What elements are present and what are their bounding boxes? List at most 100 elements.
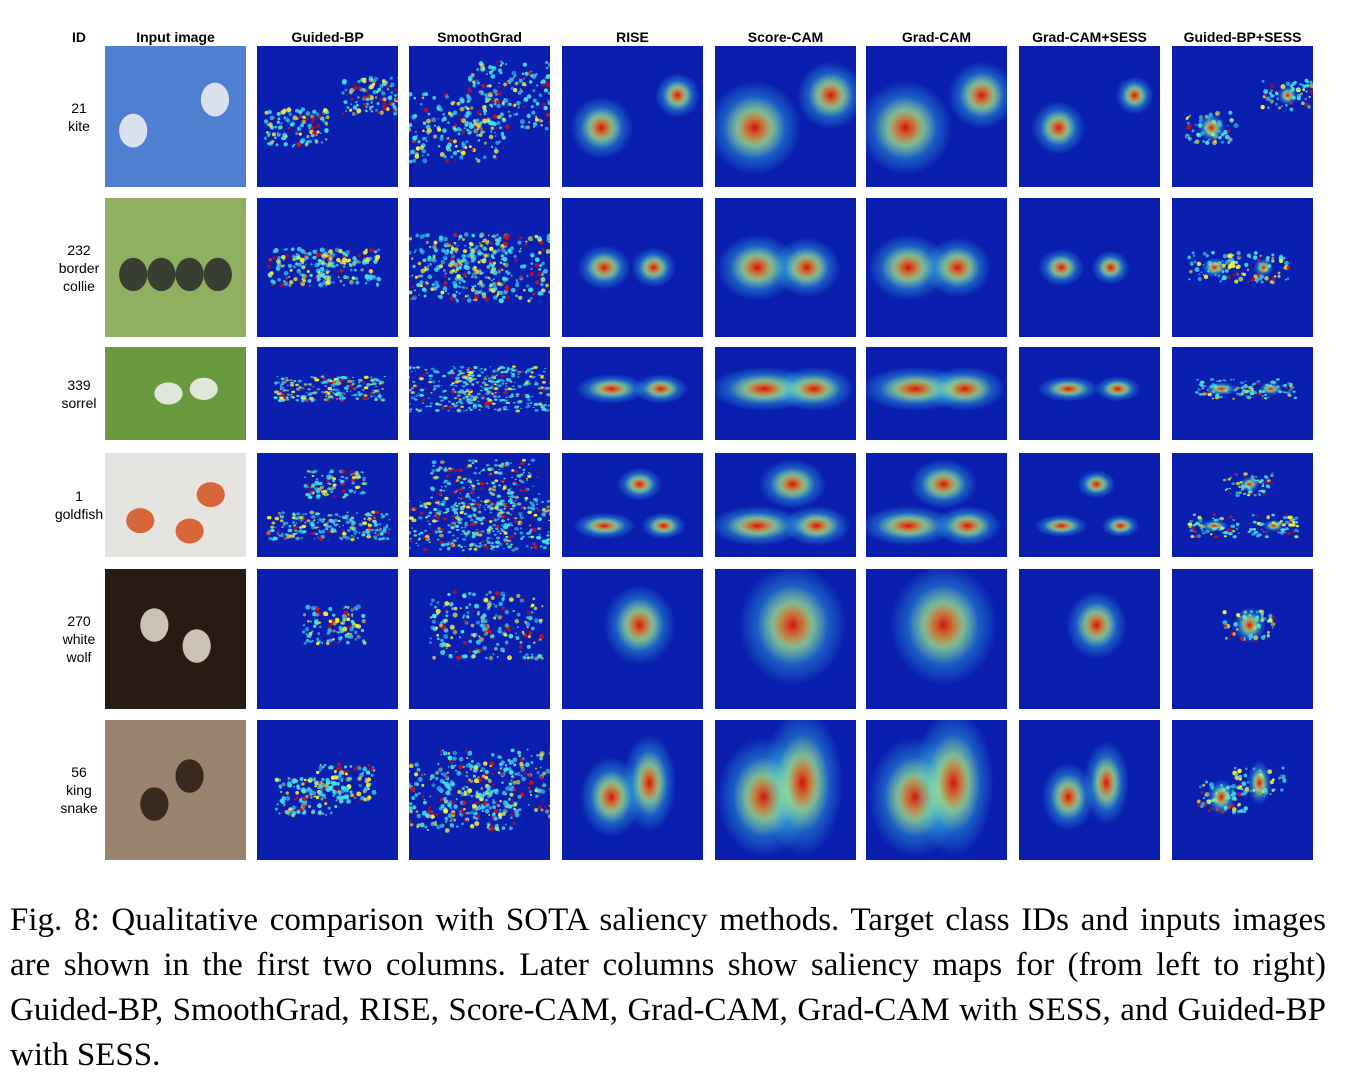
- heat-blob: [1127, 88, 1142, 103]
- input-image: [105, 347, 246, 440]
- saliency-map: [715, 46, 856, 187]
- class-name-line: goldfish: [54, 506, 104, 522]
- heat-blob: [787, 755, 818, 811]
- class-name-line: collie: [63, 277, 95, 294]
- heat-blob: [631, 477, 649, 491]
- heat-blob: [736, 110, 773, 146]
- saliency-map: [562, 453, 703, 557]
- heat-blob: [1266, 386, 1276, 392]
- heat-blob: [1243, 618, 1256, 632]
- heat-blob: [793, 256, 820, 279]
- column-header-5: Score-CAM: [747, 29, 824, 45]
- saliency-map: [866, 453, 1007, 557]
- saliency-map: [257, 347, 398, 440]
- saliency-map: [1172, 720, 1313, 860]
- saliency-map: [1172, 453, 1313, 557]
- saliency-map: [409, 453, 550, 557]
- saliency-map: [1019, 453, 1160, 557]
- heat-blob: [923, 602, 964, 648]
- saliency-map: [562, 569, 703, 709]
- class-id: 339: [67, 376, 91, 393]
- figure-caption: Fig. 8: Qualitative comparison with SOTA…: [10, 902, 1326, 1073]
- saliency-map: [562, 347, 703, 440]
- class-id: 232: [67, 241, 91, 258]
- heat-blob: [597, 383, 625, 395]
- heat-blob: [779, 474, 806, 494]
- heat-blob: [626, 609, 654, 641]
- saliency-map: [257, 453, 398, 557]
- row-label: 339 sorrel: [44, 376, 114, 412]
- heat-blob: [589, 115, 614, 140]
- column-header-7: Grad-CAM+SESS: [1032, 29, 1147, 45]
- saliency-map: [1172, 347, 1313, 440]
- heat-blob: [645, 259, 663, 276]
- saliency-map: [715, 720, 856, 860]
- saliency-map: [409, 198, 550, 337]
- heat-blob: [1103, 261, 1118, 274]
- column-header-8: Guided-BP+SESS: [1183, 29, 1302, 45]
- heat-blob: [930, 474, 957, 494]
- class-name-line: sorrel: [61, 394, 97, 411]
- saliency-map: [1019, 46, 1160, 187]
- column-header-6: Grad-CAM: [901, 29, 972, 45]
- saliency-map: [1019, 347, 1160, 440]
- saliency-map: [866, 569, 1007, 709]
- heat-blob: [1283, 91, 1292, 100]
- heat-blob: [742, 254, 773, 281]
- saliency-map: [257, 198, 398, 337]
- heat-blob: [1051, 521, 1072, 531]
- saliency-map: [715, 453, 856, 557]
- heat-blob: [893, 254, 924, 281]
- heat-blob: [1254, 774, 1264, 792]
- class-id: 56: [71, 764, 87, 780]
- heat-blob: [1048, 117, 1069, 138]
- saliency-map: [715, 347, 856, 440]
- heat-blob: [592, 520, 617, 531]
- class-name-line: white: [62, 631, 96, 647]
- saliency-map: [409, 720, 550, 860]
- heat-blob: [639, 764, 660, 802]
- saliency-map: [562, 198, 703, 337]
- heat-blob: [817, 82, 844, 109]
- heat-blob: [1089, 478, 1104, 490]
- saliency-map: [715, 569, 856, 709]
- saliency-map: [866, 347, 1007, 440]
- heat-blob: [1058, 784, 1079, 810]
- heat-blob: [1109, 384, 1127, 394]
- saliency-map: [562, 46, 703, 187]
- input-image: [105, 569, 246, 709]
- saliency-map: [1019, 720, 1160, 860]
- heat-blob: [968, 82, 995, 109]
- class-name-line: kite: [68, 117, 90, 134]
- saliency-map: [257, 569, 398, 709]
- heat-blob: [1269, 523, 1278, 529]
- saliency-map: [866, 198, 1007, 337]
- input-image: [105, 198, 246, 337]
- saliency-map: [866, 46, 1007, 187]
- heat-blob: [890, 518, 927, 534]
- heat-blob: [1208, 523, 1220, 529]
- input-image: [105, 453, 246, 557]
- heat-blob: [798, 380, 829, 398]
- heat-blob: [650, 383, 671, 395]
- saliency-map: [562, 720, 703, 860]
- saliency-map: [1019, 198, 1160, 337]
- heat-blob: [938, 755, 969, 811]
- heat-blob: [669, 86, 687, 104]
- heat-blob: [1206, 122, 1217, 134]
- row-label: 270 white wolf: [44, 612, 114, 666]
- heat-blob: [655, 520, 672, 531]
- class-name-line: wolf: [66, 649, 92, 665]
- saliency-map: [1172, 569, 1313, 709]
- saliency-map: [1172, 46, 1313, 187]
- heat-blob: [954, 518, 981, 534]
- heat-blob: [887, 110, 924, 146]
- column-header-2: Guided-BP: [291, 29, 364, 45]
- saliency-map: [409, 347, 550, 440]
- heat-blob: [1097, 767, 1116, 799]
- saliency-map: [409, 569, 550, 709]
- saliency-map: [1019, 569, 1160, 709]
- heat-blob: [594, 259, 615, 276]
- heat-blob: [1085, 612, 1109, 638]
- class-name-line: border: [58, 259, 100, 276]
